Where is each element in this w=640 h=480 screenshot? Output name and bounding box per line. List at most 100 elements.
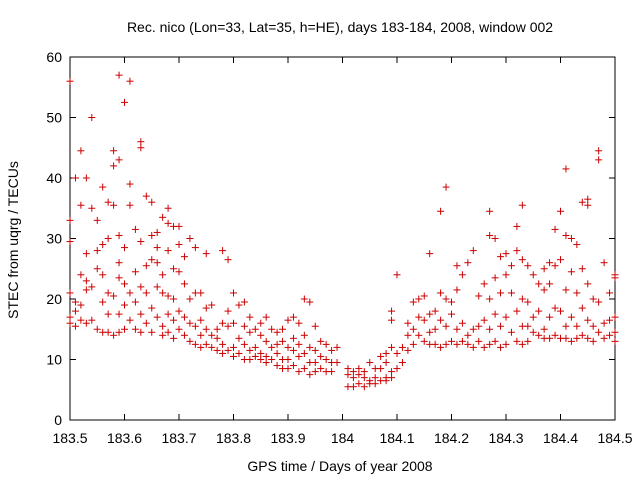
- data-point: [426, 250, 434, 258]
- data-point: [66, 77, 74, 85]
- data-point: [224, 322, 232, 330]
- data-point: [213, 334, 221, 342]
- data-point: [431, 340, 439, 348]
- data-point: [153, 244, 161, 252]
- data-point: [518, 295, 526, 303]
- data-point: [159, 322, 167, 330]
- data-point: [115, 310, 123, 318]
- data-point: [306, 298, 314, 306]
- data-point: [159, 271, 167, 279]
- data-point: [88, 316, 96, 324]
- data-point: [595, 147, 603, 155]
- data-point: [388, 343, 396, 351]
- data-point: [409, 298, 417, 306]
- data-point: [148, 328, 156, 336]
- data-point: [529, 328, 537, 336]
- data-point: [382, 377, 390, 385]
- data-point: [251, 325, 259, 333]
- data-point: [524, 337, 532, 345]
- data-point: [175, 325, 183, 333]
- data-point: [180, 280, 188, 288]
- data-point: [518, 256, 526, 264]
- y-axis-title: STEC from uqrg / TECUs: [5, 161, 21, 319]
- data-point: [513, 247, 521, 255]
- data-point: [502, 271, 510, 279]
- data-point: [148, 231, 156, 239]
- data-point: [524, 298, 532, 306]
- data-point: [464, 259, 472, 267]
- data-point: [524, 322, 532, 330]
- data-point: [486, 207, 494, 215]
- data-point: [230, 319, 237, 327]
- data-point: [66, 313, 74, 321]
- data-point: [180, 313, 188, 321]
- data-point: [115, 156, 123, 164]
- data-point: [175, 222, 183, 230]
- data-point: [153, 259, 161, 267]
- data-point: [404, 331, 412, 339]
- x-tick-label: 184.4: [543, 430, 578, 446]
- data-point: [71, 307, 79, 315]
- data-point: [333, 359, 341, 367]
- data-point: [219, 319, 227, 327]
- data-point: [475, 322, 483, 330]
- data-point: [71, 174, 79, 182]
- data-point: [121, 325, 128, 333]
- data-point: [540, 265, 548, 273]
- data-point: [99, 183, 107, 191]
- data-point: [159, 213, 167, 221]
- data-point: [306, 371, 314, 379]
- data-point: [262, 359, 270, 367]
- data-point: [121, 280, 128, 288]
- data-point: [502, 313, 510, 321]
- data-point: [349, 368, 357, 376]
- data-point: [170, 295, 178, 303]
- data-point: [224, 346, 232, 354]
- data-point: [295, 368, 303, 376]
- data-point: [557, 207, 564, 215]
- data-point: [333, 343, 341, 351]
- data-point: [584, 280, 592, 288]
- data-point: [600, 259, 608, 267]
- x-tick-label: 183.7: [161, 430, 196, 446]
- data-point: [491, 235, 499, 242]
- data-point: [475, 337, 483, 345]
- data-point: [137, 238, 145, 246]
- data-point: [546, 313, 554, 321]
- data-point: [66, 289, 74, 297]
- data-point: [208, 301, 216, 309]
- data-point: [431, 307, 439, 315]
- data-point: [611, 313, 619, 321]
- data-point: [104, 310, 112, 318]
- data-point: [175, 268, 183, 276]
- data-point: [567, 313, 575, 321]
- data-point: [540, 325, 548, 333]
- data-point: [262, 352, 270, 360]
- data-point: [137, 144, 145, 152]
- data-point: [279, 325, 287, 333]
- data-point: [219, 340, 227, 348]
- data-point: [235, 301, 243, 309]
- data-point: [398, 359, 406, 367]
- data-point: [93, 265, 101, 273]
- data-point: [557, 307, 564, 315]
- data-point: [251, 352, 259, 360]
- data-point: [142, 262, 150, 270]
- data-point: [551, 304, 559, 312]
- data-point: [371, 374, 379, 382]
- data-point: [578, 331, 586, 339]
- data-point: [442, 340, 450, 348]
- data-point: [235, 334, 243, 342]
- data-point: [513, 222, 521, 230]
- data-point: [104, 328, 112, 336]
- data-point: [99, 241, 107, 249]
- data-point: [311, 346, 319, 354]
- data-point: [377, 352, 385, 360]
- data-point: [137, 310, 145, 318]
- data-point: [567, 235, 575, 242]
- data-point: [208, 343, 216, 351]
- data-point: [546, 280, 554, 288]
- data-point: [99, 298, 107, 306]
